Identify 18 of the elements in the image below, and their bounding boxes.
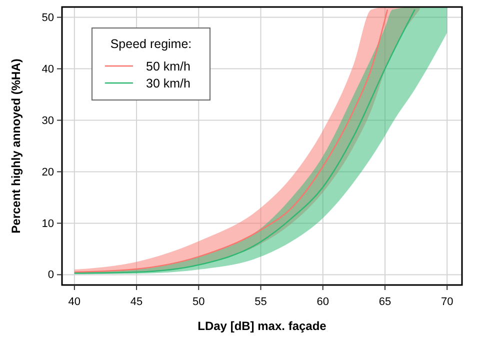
y-tick-label: 0 <box>48 269 54 282</box>
x-tick-label: 70 <box>440 296 454 308</box>
x-tick-label: 65 <box>378 296 392 308</box>
legend-label: 30 km/h <box>146 76 191 90</box>
y-tick-label: 40 <box>42 63 54 76</box>
y-tick-label: 10 <box>42 218 54 230</box>
y-axis-title: Percent highly annoyed (%HA) <box>9 58 23 234</box>
legend-title: Speed regime: <box>110 37 192 51</box>
x-tick-label: 55 <box>254 296 267 308</box>
x-tick-label: 45 <box>130 296 143 308</box>
legend-label: 50 km/h <box>146 60 191 74</box>
y-tick-label: 30 <box>42 114 54 127</box>
y-tick-label: 50 <box>42 12 54 24</box>
x-axis-title: LDay [dB] max. façade <box>198 319 327 333</box>
x-tick-label: 60 <box>316 296 329 308</box>
x-tick-label: 40 <box>68 296 81 308</box>
x-tick-label: 50 <box>192 296 205 308</box>
y-tick-label: 20 <box>42 166 54 178</box>
